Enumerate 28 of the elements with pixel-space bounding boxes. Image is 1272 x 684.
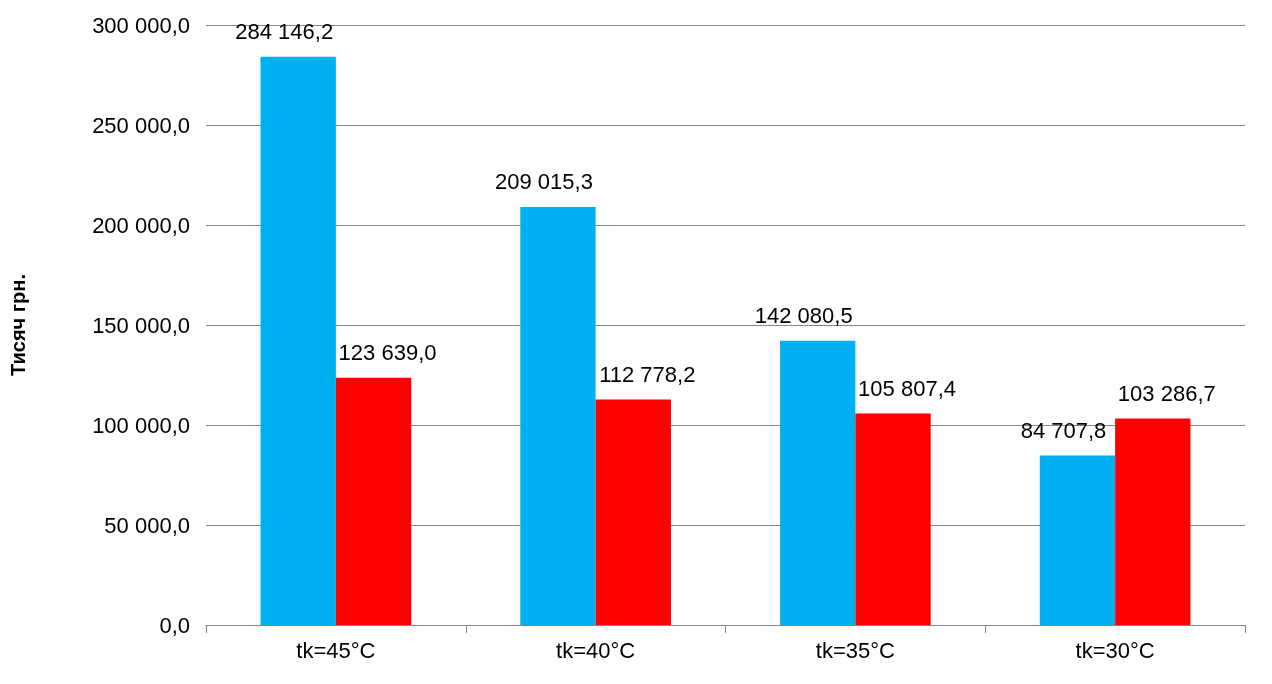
data-label: 284 146,2 <box>235 19 334 45</box>
y-tick-label: 300 000,0 <box>92 12 190 38</box>
x-tick-label: tk=30°C <box>1075 637 1155 663</box>
bar <box>520 206 596 625</box>
data-label: 123 639,0 <box>338 340 437 366</box>
bar <box>1115 418 1191 625</box>
data-label: 84 707,8 <box>1020 418 1107 444</box>
bar <box>595 399 671 625</box>
y-tick-label: 100 000,0 <box>92 412 190 438</box>
bar <box>1039 455 1116 625</box>
bar <box>780 340 856 625</box>
bar <box>260 56 336 625</box>
data-label: 209 015,3 <box>495 169 593 195</box>
y-tick-label: 250 000,0 <box>92 112 190 138</box>
x-tick-label: tk=35°C <box>815 637 896 663</box>
x-tick-label: tk=40°C <box>556 637 636 663</box>
x-tick-label: tk=45°C <box>296 637 376 663</box>
y-axis-title: Тисяч грн. <box>7 274 29 376</box>
data-label: 103 286,7 <box>1117 380 1216 406</box>
y-tick-label: 50 000,0 <box>104 512 190 538</box>
bar <box>335 377 412 625</box>
y-tick-label: 150 000,0 <box>92 312 190 338</box>
data-label: 112 778,2 <box>599 361 696 387</box>
data-label: 142 080,5 <box>754 303 853 329</box>
y-tick-label: 0,0 <box>159 612 190 638</box>
y-tick-label: 200 000,0 <box>92 212 190 238</box>
data-label: 105 807,4 <box>858 375 956 401</box>
bar <box>855 413 931 625</box>
